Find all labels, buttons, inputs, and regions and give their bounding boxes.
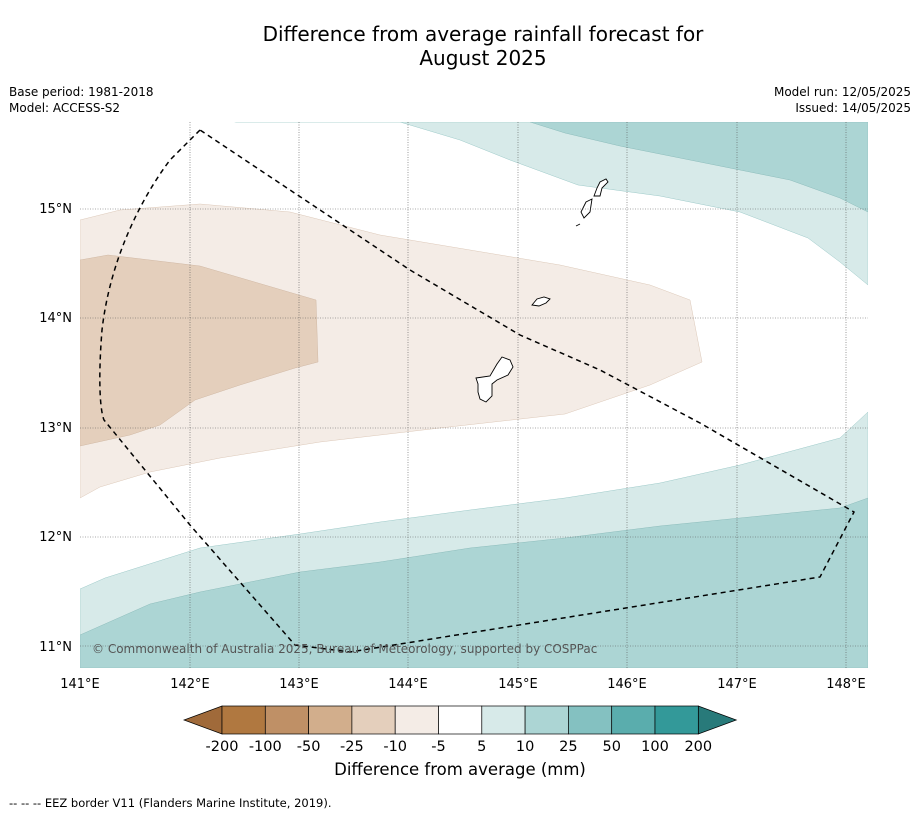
colorbar-segment bbox=[264, 705, 309, 735]
colorbar-tick-label: 5 bbox=[477, 739, 486, 755]
eez-legend-footer: -- -- -- EEZ border V11 (Flanders Marine… bbox=[9, 796, 332, 810]
colorbar-tick-label: -100 bbox=[249, 739, 282, 755]
colorbar-segment bbox=[524, 705, 569, 735]
colorbar-segment bbox=[351, 705, 396, 735]
y-tick-label-13n: 13°N bbox=[39, 421, 72, 436]
base-period: Base period: 1981-2018 bbox=[9, 85, 154, 99]
colorbar-segment bbox=[394, 705, 439, 735]
colorbar-segment bbox=[438, 705, 483, 735]
colorbar-tick-label: -25 bbox=[340, 739, 364, 755]
colorbar-extension-low bbox=[182, 705, 223, 735]
copyright-notice: © Commonwealth of Australia 2025, Bureau… bbox=[92, 642, 597, 656]
colorbar: -200 -100 -50 -25 -10 -5 5 10 25 50 100 200 bbox=[182, 705, 738, 755]
issued-date: Issued: 14/05/2025 bbox=[795, 101, 911, 115]
white-gap-northwest bbox=[80, 122, 236, 168]
colorbar-segment bbox=[481, 705, 526, 735]
colorbar-segment bbox=[308, 705, 353, 735]
colorbar-segment bbox=[654, 705, 699, 735]
gridlines bbox=[80, 122, 868, 668]
aguijan-islet bbox=[575, 223, 581, 227]
x-axis-labels: 141°E 142°E 143°E 144°E 145°E 146°E 147°… bbox=[60, 677, 866, 692]
x-tick-label-144e: 144°E bbox=[388, 677, 428, 692]
x-tick-label-148e: 148°E bbox=[826, 677, 866, 692]
model-run: Model run: 12/05/2025 bbox=[773, 85, 911, 99]
y-tick-label-11n: 11°N bbox=[39, 640, 72, 655]
x-tick-label-146e: 146°E bbox=[607, 677, 647, 692]
map-plot-area: © Commonwealth of Australia 2025, Bureau… bbox=[80, 122, 868, 668]
y-tick-label-12n: 12°N bbox=[39, 530, 72, 545]
colorbar-segment bbox=[568, 705, 613, 735]
colorbar-tick-label: -10 bbox=[383, 739, 407, 755]
x-tick-label-145e: 145°E bbox=[498, 677, 538, 692]
y-axis-labels: 15°N 14°N 13°N 12°N 11°N bbox=[39, 202, 72, 655]
colorbar-title: Difference from average (mm) bbox=[334, 760, 586, 779]
y-tick-label-15n: 15°N bbox=[39, 202, 72, 217]
colorbar-tick-label: 50 bbox=[602, 739, 620, 755]
rain-anomaly-band-5-10-north bbox=[80, 122, 868, 286]
colorbar-extension-high bbox=[697, 705, 738, 735]
colorbar-tick-label: -50 bbox=[297, 739, 321, 755]
rain-anomaly-band-minus25-minus10 bbox=[80, 254, 319, 447]
map-title: Difference from average rainfall forecas… bbox=[0, 22, 919, 70]
title-line-2: August 2025 bbox=[419, 46, 547, 70]
model-info: Base period: 1981-2018 Model: ACCESS-S2 bbox=[9, 84, 154, 116]
colorbar-tick-label: 10 bbox=[516, 739, 534, 755]
rain-anomaly-band-10-25-north bbox=[529, 122, 868, 213]
colorbar-tick-label: 100 bbox=[641, 739, 669, 755]
colorbar-tick-label: 200 bbox=[684, 739, 712, 755]
colorbar-tick-label: -200 bbox=[206, 739, 239, 755]
tinian-island bbox=[580, 198, 593, 219]
colorbar-tick-label: 25 bbox=[559, 739, 577, 755]
title-line-1: Difference from average rainfall forecas… bbox=[262, 22, 704, 46]
colorbar-segment bbox=[221, 705, 266, 735]
model-name: Model: ACCESS-S2 bbox=[9, 101, 121, 115]
run-info: Model run: 12/05/2025 Issued: 14/05/2025 bbox=[774, 84, 911, 116]
saipan-island bbox=[593, 178, 609, 197]
x-tick-label-147e: 147°E bbox=[717, 677, 757, 692]
guam-island bbox=[475, 356, 514, 403]
x-tick-label-143e: 143°E bbox=[279, 677, 319, 692]
y-tick-label-14n: 14°N bbox=[39, 311, 72, 326]
colorbar-tick-label: -5 bbox=[431, 739, 445, 755]
rota-island bbox=[531, 296, 551, 307]
colorbar-segment bbox=[611, 705, 656, 735]
x-tick-label-141e: 141°E bbox=[60, 677, 100, 692]
x-tick-label-142e: 142°E bbox=[170, 677, 210, 692]
